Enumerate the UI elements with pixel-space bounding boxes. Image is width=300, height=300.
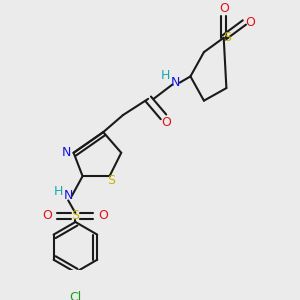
- Text: O: O: [98, 209, 108, 222]
- Text: O: O: [161, 116, 171, 129]
- Text: O: O: [43, 209, 52, 222]
- Text: N: N: [62, 146, 71, 159]
- Text: N: N: [170, 76, 180, 89]
- Text: O: O: [246, 16, 256, 29]
- Text: S: S: [71, 209, 80, 222]
- Text: N: N: [64, 189, 73, 203]
- Text: O: O: [219, 2, 229, 16]
- Text: H: H: [160, 69, 170, 82]
- Text: S: S: [107, 174, 116, 187]
- Text: Cl: Cl: [69, 291, 82, 300]
- Text: S: S: [223, 31, 231, 44]
- Text: H: H: [54, 185, 63, 198]
